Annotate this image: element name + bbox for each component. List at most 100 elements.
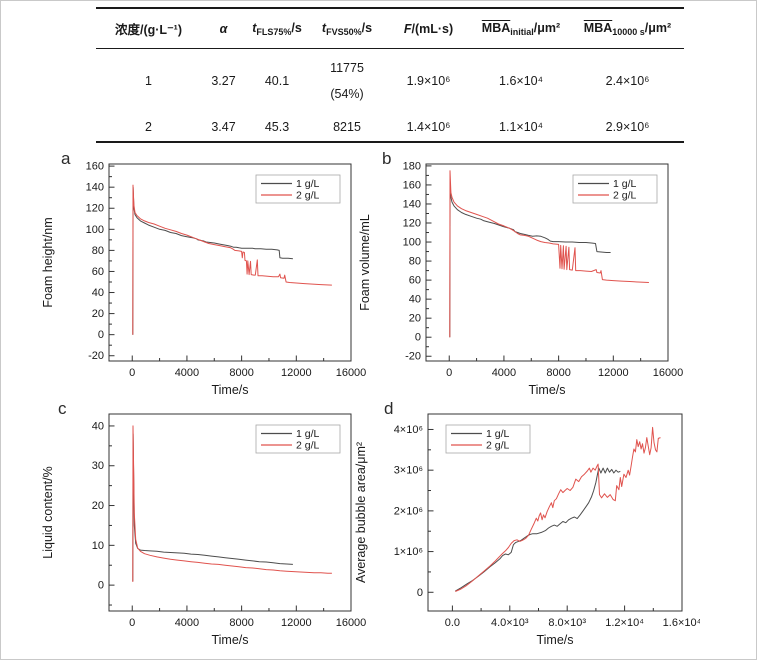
svg-text:2 g/L: 2 g/L xyxy=(613,190,637,202)
svg-text:0: 0 xyxy=(415,332,421,344)
svg-text:1×10⁶: 1×10⁶ xyxy=(394,546,423,558)
svg-text:120: 120 xyxy=(403,218,421,230)
col-header-flow: F/(mL·s) xyxy=(403,21,454,36)
panel-label-c: c xyxy=(58,399,67,418)
chart-foam-volume: 0 4000 8000 12000 16000 -20 0 20 40 60 80 100 120 140… xyxy=(356,147,688,404)
chart-liquid-content: 0 4000 8000 12000 16000 0 10 20 30 40 Time/s Liquid… xyxy=(39,397,371,654)
svg-text:0: 0 xyxy=(129,367,135,379)
svg-text:1 g/L: 1 g/L xyxy=(296,428,320,440)
svg-text:1.6×10⁴: 1.6×10⁴ xyxy=(663,617,700,629)
cell-tfls: 45.3 xyxy=(264,120,290,134)
svg-text:60: 60 xyxy=(409,275,421,287)
data-table: 浓度/(g·L⁻¹) α tFLS75%/s tFVS50%/s F/(mL·s… xyxy=(96,7,684,143)
cell-alpha: 3.27 xyxy=(211,74,236,88)
results-table: 浓度/(g·L⁻¹) α tFLS75%/s tFVS50%/s F/(mL·s… xyxy=(96,7,684,143)
svg-text:Time/s: Time/s xyxy=(528,383,565,397)
svg-text:140: 140 xyxy=(86,182,104,194)
svg-text:8000: 8000 xyxy=(546,367,570,379)
svg-text:1.2×10⁴: 1.2×10⁴ xyxy=(605,617,644,629)
svg-text:20: 20 xyxy=(92,308,104,320)
svg-text:Time/s: Time/s xyxy=(211,633,248,647)
col-header-alpha: α xyxy=(219,21,228,36)
col-header-tfvs: tFVS50%/s xyxy=(321,20,373,37)
svg-text:-20: -20 xyxy=(405,351,421,363)
cell-flow: 1.9×10⁶ xyxy=(406,74,451,88)
svg-text:10: 10 xyxy=(92,540,104,552)
col-header-mba-initial: MBAinitial/μm² xyxy=(481,20,561,37)
svg-text:4000: 4000 xyxy=(175,617,199,629)
cell-tfvs: 11775 (54%) xyxy=(330,61,364,101)
svg-text:Average bubble area/μm²: Average bubble area/μm² xyxy=(354,442,368,583)
svg-text:8000: 8000 xyxy=(229,367,253,379)
svg-text:12000: 12000 xyxy=(598,367,629,379)
cell-alpha: 3.47 xyxy=(211,120,236,134)
svg-text:12000: 12000 xyxy=(281,367,312,379)
svg-text:2 g/L: 2 g/L xyxy=(296,190,320,202)
svg-text:1 g/L: 1 g/L xyxy=(486,428,510,440)
cell-mba-initial: 1.6×10⁴ xyxy=(499,74,543,88)
cell-tfls: 40.1 xyxy=(264,74,290,88)
table-row: 1 3.27 40.1 11775 (54%) 1.9×10⁶ 1.6×10⁴ 2… xyxy=(96,49,684,114)
svg-text:160: 160 xyxy=(86,161,104,173)
svg-text:0: 0 xyxy=(98,580,104,592)
svg-text:80: 80 xyxy=(92,245,104,257)
chart-foam-height: 0 4000 8000 12000 16000 -20 0 20 40 60 80 100 120 140… xyxy=(39,147,371,404)
col-header-tfls: tFLS75%/s xyxy=(252,20,302,37)
svg-text:100: 100 xyxy=(86,224,104,236)
cell-flow: 1.4×10⁶ xyxy=(406,120,451,134)
panel-label-a: a xyxy=(61,149,71,168)
svg-text:Foam volume/mL: Foam volume/mL xyxy=(358,214,372,311)
table-row: 2 3.47 45.3 8215 1.4×10⁶ 1.1×10⁴ 2.9×10⁶ xyxy=(96,113,684,142)
svg-text:12000: 12000 xyxy=(281,617,312,629)
svg-text:1 g/L: 1 g/L xyxy=(296,178,320,190)
col-header-concentration: 浓度/(g·L⁻¹) xyxy=(115,23,182,37)
svg-text:8.0×10³: 8.0×10³ xyxy=(548,617,586,629)
svg-text:40: 40 xyxy=(92,287,104,299)
table-header-row: 浓度/(g·L⁻¹) α tFLS75%/s tFVS50%/s F/(mL·s… xyxy=(96,8,684,49)
panel-label-d: d xyxy=(384,399,394,418)
svg-text:140: 140 xyxy=(403,198,421,210)
svg-text:0.0: 0.0 xyxy=(445,617,460,629)
svg-text:0: 0 xyxy=(446,367,452,379)
svg-text:40: 40 xyxy=(92,420,104,432)
svg-text:3×10⁶: 3×10⁶ xyxy=(394,465,423,477)
svg-text:100: 100 xyxy=(403,237,421,249)
cell-mba-initial: 1.1×10⁴ xyxy=(499,120,543,134)
cell-concentration: 2 xyxy=(145,120,152,134)
panel-label-b: b xyxy=(382,149,392,168)
svg-text:-20: -20 xyxy=(88,350,104,362)
svg-text:16000: 16000 xyxy=(336,367,367,379)
svg-text:16000: 16000 xyxy=(336,617,367,629)
col-header-mba-10000s: MBA10000 s/μm² xyxy=(583,20,672,37)
cell-mba-10000s: 2.9×10⁶ xyxy=(605,120,650,134)
svg-text:8000: 8000 xyxy=(229,617,253,629)
svg-text:160: 160 xyxy=(403,179,421,191)
svg-text:16000: 16000 xyxy=(653,367,684,379)
svg-text:40: 40 xyxy=(409,294,421,306)
svg-text:0: 0 xyxy=(417,587,423,599)
svg-text:20: 20 xyxy=(92,500,104,512)
svg-text:60: 60 xyxy=(92,266,104,278)
svg-text:2 g/L: 2 g/L xyxy=(296,440,320,452)
cell-concentration: 1 xyxy=(145,74,152,88)
svg-text:Liquid content/%: Liquid content/% xyxy=(41,466,55,558)
svg-text:Time/s: Time/s xyxy=(536,633,573,647)
svg-text:2 g/L: 2 g/L xyxy=(486,440,510,452)
svg-text:0: 0 xyxy=(129,617,135,629)
svg-text:20: 20 xyxy=(409,313,421,325)
svg-text:4×10⁶: 4×10⁶ xyxy=(394,424,423,436)
svg-text:80: 80 xyxy=(409,256,421,268)
svg-text:4000: 4000 xyxy=(492,367,516,379)
svg-text:30: 30 xyxy=(92,460,104,472)
svg-text:4000: 4000 xyxy=(175,367,199,379)
svg-text:180: 180 xyxy=(403,160,421,172)
svg-text:Foam height/nm: Foam height/nm xyxy=(41,217,55,307)
svg-text:0: 0 xyxy=(98,329,104,341)
cell-tfvs: 8215 xyxy=(333,120,361,134)
svg-text:120: 120 xyxy=(86,203,104,215)
svg-text:2×10⁶: 2×10⁶ xyxy=(394,505,423,517)
chart-average-bubble-area: 0.0 4.0×10³ 8.0×10³ 1.2×10⁴ 1.6×10⁴ 0 1×10⁶ 2×1… xyxy=(352,397,702,654)
cell-mba-10000s: 2.4×10⁶ xyxy=(605,74,650,88)
svg-text:Time/s: Time/s xyxy=(211,383,248,397)
